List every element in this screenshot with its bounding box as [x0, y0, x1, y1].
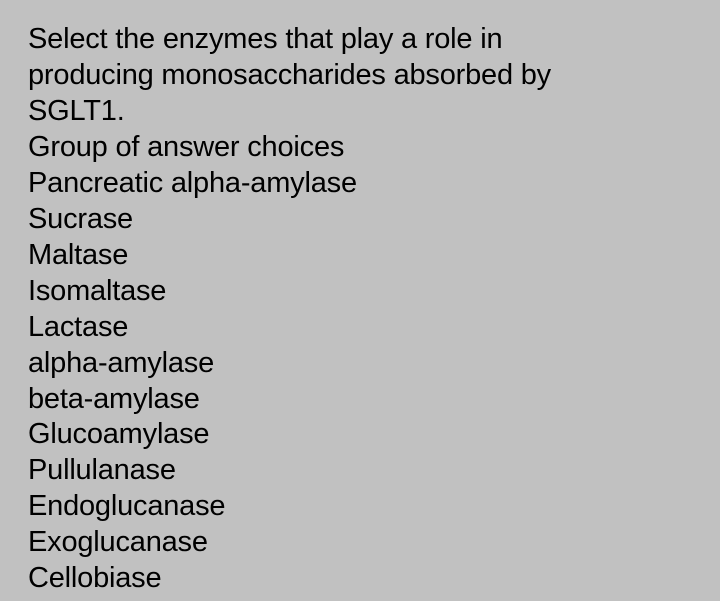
- question-line-1: Select the enzymes that play a role in: [28, 22, 692, 58]
- answer-choice[interactable]: alpha-amylase: [28, 346, 692, 382]
- answer-choice[interactable]: Cellobiase: [28, 561, 692, 597]
- answer-choice[interactable]: Maltase: [28, 238, 692, 274]
- answer-choice[interactable]: Pancreatic alpha-amylase: [28, 166, 692, 202]
- answer-choice[interactable]: Exoglucanase: [28, 525, 692, 561]
- answer-choice[interactable]: Endoglucanase: [28, 489, 692, 525]
- answer-choice[interactable]: Glucoamylase: [28, 417, 692, 453]
- answer-choice[interactable]: Lactase: [28, 310, 692, 346]
- group-label: Group of answer choices: [28, 130, 692, 166]
- question-block: Select the enzymes that play a role in p…: [0, 0, 720, 601]
- answer-choice[interactable]: Isomaltase: [28, 274, 692, 310]
- answer-choice[interactable]: Pullulanase: [28, 453, 692, 489]
- answer-choice[interactable]: All of the above: [28, 597, 692, 601]
- question-line-3: SGLT1.: [28, 94, 692, 130]
- answer-choice[interactable]: beta-amylase: [28, 382, 692, 418]
- question-line-2: producing monosaccharides absorbed by: [28, 58, 692, 94]
- answer-choice[interactable]: Sucrase: [28, 202, 692, 238]
